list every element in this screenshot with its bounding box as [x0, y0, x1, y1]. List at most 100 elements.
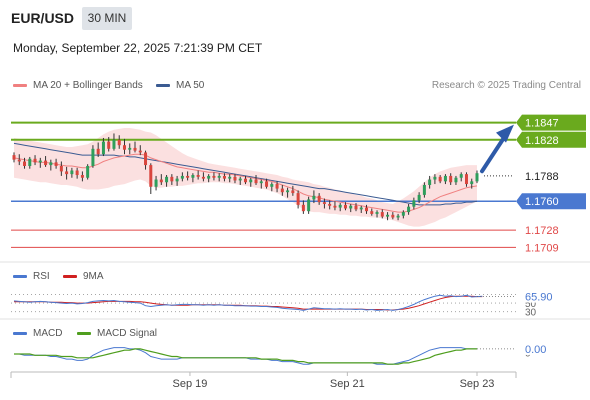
candle-body: [117, 139, 121, 146]
candle-body: [101, 141, 105, 155]
resistance-level-label: 1.1828: [525, 135, 559, 147]
current-price-box: [516, 167, 586, 184]
candle-body: [59, 165, 63, 172]
candle-body: [70, 170, 74, 175]
candle-body: [96, 148, 100, 155]
support-level-label: 1.1760: [525, 196, 559, 208]
candle-body: [312, 195, 316, 200]
candle-body: [86, 165, 90, 178]
candle-body: [333, 205, 337, 208]
candle-body: [401, 212, 405, 216]
minor-level-label: 1.1728: [525, 225, 559, 237]
candle-body: [338, 204, 342, 208]
candle-body: [259, 181, 263, 184]
candle-body: [107, 141, 111, 149]
candle-body: [417, 194, 421, 201]
candle-body: [38, 160, 42, 163]
candle-body: [438, 176, 442, 182]
candle-body: [228, 176, 232, 179]
candle-body: [286, 190, 290, 193]
candle-body: [191, 175, 195, 178]
candle-body: [396, 215, 400, 218]
candle-body: [144, 152, 148, 166]
candle-body: [12, 155, 16, 160]
candle-body: [354, 205, 358, 210]
candle-body: [449, 175, 453, 183]
candle-body: [54, 162, 58, 166]
macd-line: [14, 347, 477, 365]
candle-body: [149, 165, 153, 187]
candle-body: [49, 162, 53, 166]
resistance-level-tag: [516, 131, 586, 148]
candle-body: [375, 212, 379, 214]
candle-body: [217, 175, 221, 178]
ma20-swatch: [13, 83, 27, 87]
candle-body: [317, 195, 321, 203]
candle-body: [428, 179, 432, 185]
symbol-title: EUR/USD: [11, 10, 75, 26]
candle-body: [201, 176, 205, 179]
macd-swatch: [13, 331, 27, 335]
rsi-ma-swatch: [63, 274, 77, 278]
macd-signal-swatch: [77, 331, 91, 335]
candle-body: [23, 161, 27, 166]
legend-ma50-label: MA 50: [176, 80, 205, 91]
candle-body: [370, 211, 374, 214]
research-credit: Research © 2025 Trading Central: [431, 80, 581, 91]
candle-body: [33, 158, 37, 163]
candle-body: [443, 175, 447, 182]
candle-body: [349, 205, 353, 209]
candle-body: [391, 214, 395, 218]
legend-macd-signal: MACD Signal: [77, 328, 157, 339]
legend-rsi-ma: 9MA: [63, 271, 104, 282]
candle-body: [380, 212, 384, 217]
forecast-arrow-line: [480, 132, 508, 174]
timeframe-button[interactable]: 30 MIN: [82, 7, 132, 30]
rsi-value-box: [518, 289, 558, 303]
legend-rsi-label: RSI: [33, 271, 50, 282]
support-level-tag: [516, 193, 586, 210]
rsi-value-label: 65.90: [525, 292, 553, 304]
candle-body: [222, 175, 226, 179]
candle-body: [112, 139, 116, 149]
datetime-label: Monday, September 22, 2025 7:21:39 PM CE…: [13, 41, 263, 55]
resistance-level-tag: [516, 114, 586, 131]
candle-body: [17, 159, 21, 162]
candle-body: [470, 181, 474, 185]
candle-body: [28, 158, 32, 166]
candle-body: [433, 176, 437, 180]
candle-body: [244, 178, 247, 183]
legend-macd: MACD: [13, 328, 62, 339]
candle-body: [291, 190, 295, 194]
candle-body: [475, 173, 479, 182]
candle-body: [412, 200, 416, 207]
rsi-swatch: [13, 274, 27, 278]
rsi-tick-label: 50: [525, 299, 537, 310]
legend-ma50: MA 50: [156, 80, 204, 91]
candle-body: [280, 188, 284, 193]
rsi-tick-label: 30: [525, 308, 537, 319]
candle-body: [207, 175, 211, 179]
candle-body: [175, 178, 179, 182]
candle-body: [238, 178, 242, 181]
candle-body: [422, 184, 426, 195]
candle-body: [254, 179, 258, 184]
candle-body: [65, 171, 69, 175]
candle-body: [44, 160, 48, 166]
candle-body: [75, 170, 79, 176]
ma50-line: [13, 142, 478, 206]
x-tick-label: Sep 21: [330, 378, 365, 390]
candle-body: [133, 147, 137, 151]
macd-value-box: [518, 341, 554, 355]
minor-level-label: 1.1709: [525, 242, 559, 254]
x-tick-label: Sep 19: [173, 378, 208, 390]
legend-ma20-label: MA 20 + Bollinger Bands: [33, 80, 143, 91]
candle-body: [170, 176, 174, 182]
legend-ma20-bollinger: MA 20 + Bollinger Bands: [13, 80, 143, 91]
candle-body: [165, 176, 169, 183]
candle-body: [343, 204, 347, 209]
candle-body: [359, 207, 363, 210]
candle-body: [386, 214, 390, 217]
candle-body: [301, 204, 305, 212]
